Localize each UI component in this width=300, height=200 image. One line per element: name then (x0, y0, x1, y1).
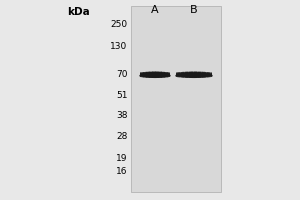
Text: 28: 28 (116, 132, 128, 141)
Text: 51: 51 (116, 91, 128, 100)
Text: 70: 70 (116, 70, 128, 79)
Text: B: B (190, 5, 197, 15)
Text: 16: 16 (116, 167, 128, 176)
Text: 19: 19 (116, 154, 128, 163)
Text: A: A (151, 5, 158, 15)
Text: 130: 130 (110, 42, 127, 51)
Text: 250: 250 (110, 20, 127, 29)
Text: 38: 38 (116, 111, 128, 120)
Bar (130, 6, 220, 192)
Text: kDa: kDa (67, 7, 90, 17)
